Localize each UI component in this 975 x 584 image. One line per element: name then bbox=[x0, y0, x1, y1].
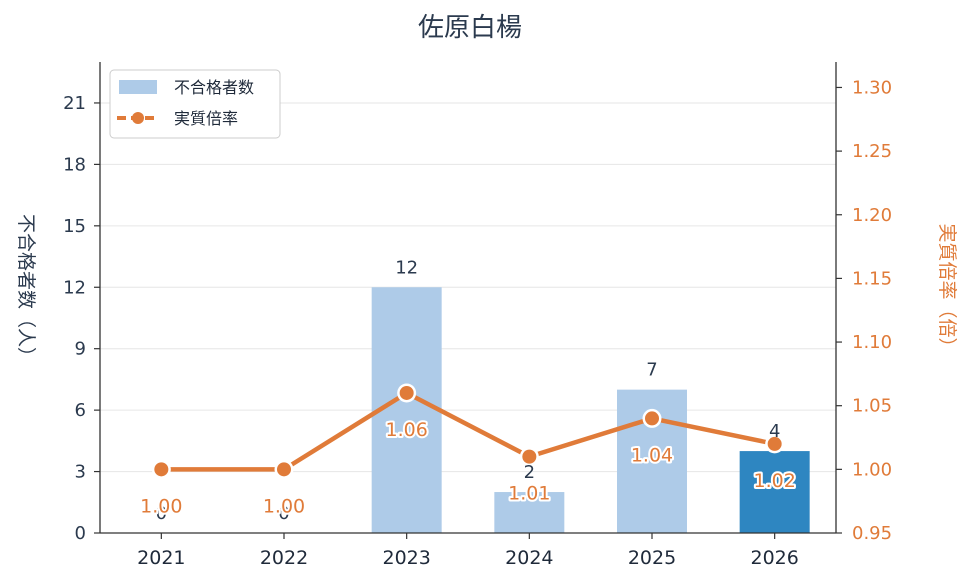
left-tick-label: 18 bbox=[63, 154, 86, 175]
ratio-value-label-halo: 1.02 bbox=[754, 470, 796, 492]
left-axis-label: 不合格者数（人） bbox=[15, 214, 37, 366]
right-axis-label: 実質倍率（倍） bbox=[936, 223, 958, 356]
bar-value-label: 7 bbox=[646, 360, 657, 381]
left-tick-label: 15 bbox=[63, 216, 86, 237]
ratio-value-label-halo: 1.04 bbox=[631, 444, 673, 466]
right-tick-label: 1.20 bbox=[852, 205, 892, 226]
x-tick-label: 2021 bbox=[137, 547, 185, 569]
ratio-value-label: 1.00 bbox=[263, 495, 305, 517]
grid-lines bbox=[100, 102, 836, 473]
x-tick-label: 2023 bbox=[382, 547, 430, 569]
bar-value-label: 0 bbox=[156, 503, 167, 524]
bar-series bbox=[371, 287, 810, 533]
right-tick-label: 1.30 bbox=[852, 77, 892, 98]
legend-line-label: 実質倍率 bbox=[174, 109, 238, 128]
left-tick-label: 9 bbox=[75, 339, 86, 360]
legend-bar-swatch bbox=[119, 80, 157, 94]
right-tick-label: 1.00 bbox=[852, 459, 892, 480]
right-tick-label: 1.15 bbox=[852, 268, 892, 289]
right-tick-label: 1.10 bbox=[852, 332, 892, 353]
axis-ticks: 0 3 6 9 12 15 18 21 0.95 1.00 1.05 1.10 1.15 1.20 1.25… bbox=[63, 77, 892, 569]
x-tick-label: 2022 bbox=[260, 547, 308, 569]
right-tick-label: 1.25 bbox=[852, 141, 892, 162]
left-tick-label: 6 bbox=[75, 400, 86, 421]
ratio-marker bbox=[277, 462, 291, 477]
ratio-line bbox=[159, 390, 777, 472]
ratio-marker bbox=[399, 385, 414, 400]
x-tick-label: 2025 bbox=[628, 547, 676, 569]
right-tick-label: 1.05 bbox=[852, 396, 892, 417]
bar-value-label: 4 bbox=[769, 421, 780, 442]
axes bbox=[99, 62, 837, 534]
left-tick-label: 0 bbox=[75, 523, 86, 544]
chart-title: 佐原白楊 bbox=[418, 13, 522, 43]
ratio-value-label-halo: 1.06 bbox=[386, 419, 428, 441]
legend: 不合格者数 実質倍率 bbox=[109, 69, 281, 139]
left-axis-title: 不合格者数（人） bbox=[15, 214, 37, 366]
left-tick-label: 3 bbox=[75, 462, 86, 483]
legend-line-marker bbox=[132, 112, 144, 124]
line-series bbox=[151, 383, 785, 479]
legend-bar-label: 不合格者数 bbox=[174, 78, 254, 97]
x-tick-label: 2024 bbox=[505, 547, 553, 569]
left-tick-label: 12 bbox=[63, 277, 86, 298]
ratio-marker bbox=[154, 462, 169, 477]
ratio-marker bbox=[767, 436, 782, 451]
ratio-value-label: 1.00 bbox=[140, 495, 182, 517]
ratio-value-label: 1.04 bbox=[631, 444, 673, 466]
ratio-value-label: 1.01 bbox=[508, 483, 550, 505]
right-tick-label: 0.95 bbox=[852, 523, 892, 544]
ratio-marker bbox=[645, 411, 659, 426]
bar bbox=[739, 451, 810, 533]
ratio-marker bbox=[522, 449, 537, 464]
ratio-value-label: 1.02 bbox=[754, 470, 796, 492]
right-axis-title: 実質倍率（倍） bbox=[936, 223, 958, 356]
bar bbox=[494, 492, 565, 533]
ratio-value-label-halo: 1.00 bbox=[140, 495, 182, 517]
ratio-value-label-halo: 1.01 bbox=[508, 483, 550, 505]
ratio-value-label: 1.06 bbox=[386, 419, 428, 441]
bar-value-label: 12 bbox=[395, 257, 418, 278]
bar-value-label: 0 bbox=[278, 503, 289, 524]
ratio-value-label-halo: 1.00 bbox=[263, 495, 305, 517]
left-tick-label: 21 bbox=[63, 93, 86, 114]
x-tick-label: 2026 bbox=[750, 547, 798, 569]
bar-value-label: 2 bbox=[524, 462, 535, 483]
